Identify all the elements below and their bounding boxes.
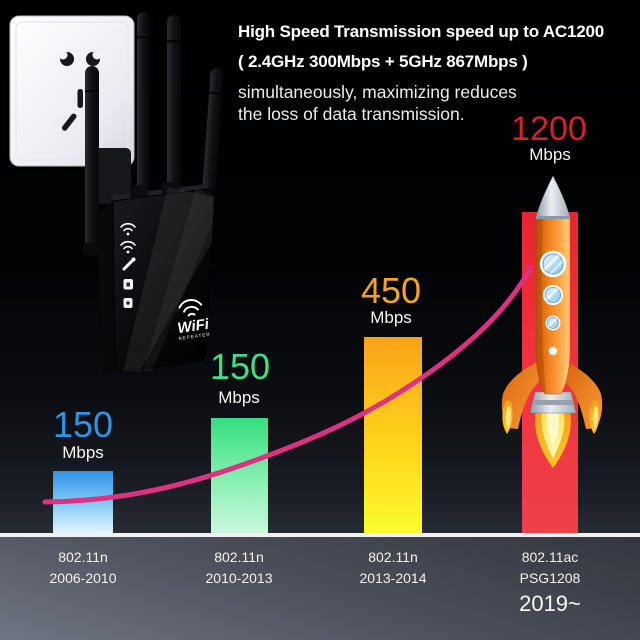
subtext-line-2: the loss of data transmission. bbox=[238, 104, 465, 124]
power-plug bbox=[93, 148, 131, 204]
value-label-1200: 1200 bbox=[511, 110, 587, 148]
period-label: 2010-2013 bbox=[205, 570, 273, 586]
antenna-mid-right bbox=[167, 15, 181, 203]
category-802.11n-2006: 802.11n 2006-2010 bbox=[50, 550, 117, 585]
x-axis-line bbox=[0, 533, 640, 537]
period-label: 2013-2014 bbox=[359, 570, 427, 586]
period-label: 2006-2010 bbox=[49, 570, 117, 586]
rocket-nose-cone bbox=[535, 175, 571, 219]
porthole-small bbox=[545, 315, 561, 331]
period-label: PSG1208 bbox=[519, 570, 581, 586]
power-icon bbox=[123, 298, 133, 308]
antenna-mid-left bbox=[137, 12, 150, 202]
unit-label-mbps: Mbps bbox=[218, 388, 260, 407]
antenna-front-left bbox=[82, 66, 102, 256]
fin-flame-right bbox=[589, 400, 600, 434]
bar-802.11n-2013 bbox=[364, 337, 422, 535]
rocket-illustration bbox=[501, 175, 603, 468]
socket-holes bbox=[58, 50, 102, 131]
wifi-repeater-photo: WiFi REPEATER bbox=[9, 12, 224, 377]
porthole-tiny bbox=[548, 346, 558, 356]
value-label-450: 450 bbox=[360, 270, 422, 311]
era-label: 2019~ bbox=[519, 591, 581, 616]
headline-line-1: High Speed Transmission speed up to AC12… bbox=[238, 22, 605, 41]
wifi-2.4ghz-icon bbox=[120, 222, 136, 236]
wifi-5ghz-icon bbox=[120, 240, 136, 254]
category-802.11n-2013: 802.11n 2013-2014 bbox=[360, 550, 427, 585]
rocket-exhaust-flame bbox=[535, 410, 571, 468]
wps-button-icon bbox=[123, 279, 133, 290]
subtext-line-1: simultaneously, maximizing reduces bbox=[238, 82, 517, 102]
category-802.11n-2010: 802.11n 2010-2013 bbox=[206, 550, 273, 585]
wall-outlet bbox=[9, 15, 135, 167]
category-802.11ac: 802.11ac PSG1208 2019~ bbox=[519, 550, 581, 615]
porthole-medium bbox=[542, 284, 564, 306]
bar-802.11n-2006 bbox=[53, 471, 113, 535]
standard-label: 802.11n bbox=[368, 549, 418, 565]
unit-label-mbps: Mbps bbox=[370, 308, 412, 327]
bar-802.11n-2010 bbox=[211, 418, 268, 535]
standard-label: 802.11n bbox=[214, 549, 264, 565]
repeater-body: WiFi REPEATER bbox=[97, 181, 215, 377]
unit-label-mbps: Mbps bbox=[62, 443, 104, 462]
porthole-large bbox=[539, 250, 567, 278]
standard-label: 802.11n bbox=[58, 549, 108, 565]
headline-line-2: ( 2.4GHz 300Mbps + 5GHz 867Mbps ) bbox=[238, 52, 528, 71]
value-label-150-blue: 150 bbox=[52, 404, 114, 445]
rocket-nozzle bbox=[529, 391, 577, 414]
unit-label-mbps: Mbps bbox=[529, 145, 571, 164]
standard-label: 802.11ac bbox=[521, 549, 579, 565]
category-footer: 802.11n 2006-2010 802.11n 2010-2013 802.… bbox=[0, 537, 640, 640]
value-label-150-green: 150 bbox=[209, 346, 271, 387]
